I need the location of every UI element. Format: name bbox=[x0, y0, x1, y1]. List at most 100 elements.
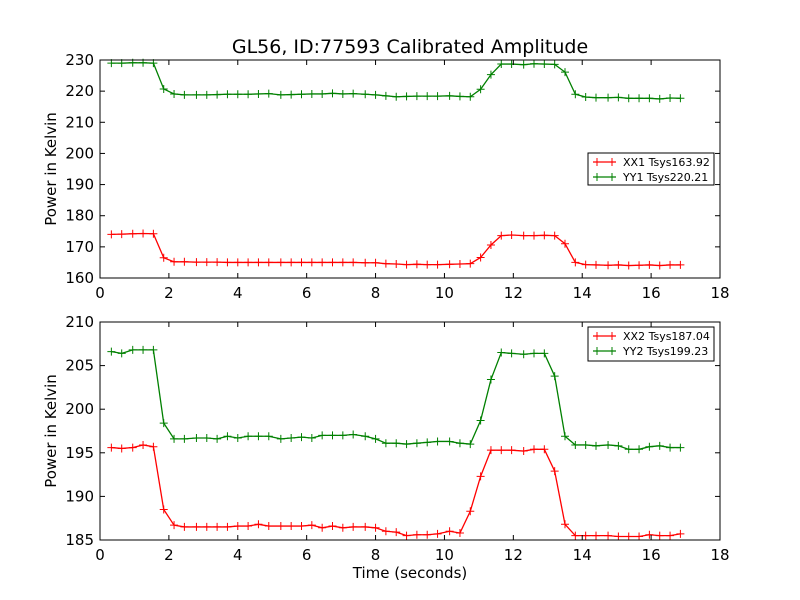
data-point bbox=[497, 231, 506, 240]
data-point bbox=[497, 446, 506, 455]
x-tick-label: 14 bbox=[573, 284, 592, 302]
data-point bbox=[666, 443, 675, 452]
chart-title: GL56, ID:77593 Calibrated Amplitude bbox=[232, 36, 588, 58]
data-point bbox=[445, 437, 454, 446]
data-point bbox=[645, 442, 654, 451]
data-point bbox=[550, 372, 559, 381]
x-tick-label: 8 bbox=[371, 546, 381, 564]
data-point bbox=[213, 90, 222, 99]
data-point bbox=[328, 258, 337, 267]
y-tick-label: 170 bbox=[65, 238, 94, 256]
data-point bbox=[254, 258, 263, 267]
data-point bbox=[149, 345, 158, 354]
data-point bbox=[540, 445, 549, 454]
data-point bbox=[571, 531, 580, 540]
data-point bbox=[328, 431, 337, 440]
data-point bbox=[349, 430, 358, 439]
data-point bbox=[497, 348, 506, 357]
data-point bbox=[655, 531, 664, 540]
data-point bbox=[244, 522, 253, 531]
data-point bbox=[561, 432, 569, 441]
data-point bbox=[433, 260, 442, 269]
data-point bbox=[624, 94, 633, 103]
legend-label: YY2 Tsys199.23 bbox=[622, 345, 708, 358]
data-point bbox=[202, 258, 211, 267]
y-tick-label: 180 bbox=[65, 207, 94, 225]
data-point bbox=[233, 258, 242, 267]
data-point bbox=[297, 258, 306, 267]
plot-frame bbox=[99, 59, 721, 279]
data-point bbox=[328, 522, 337, 531]
y-axis-label: Power in Kelvin bbox=[42, 112, 60, 226]
x-axis-label: Time (seconds) bbox=[352, 564, 468, 582]
data-point bbox=[128, 345, 137, 354]
x-tick-label: 0 bbox=[95, 546, 105, 564]
data-point bbox=[287, 258, 296, 267]
data-point bbox=[592, 260, 600, 269]
data-point bbox=[433, 529, 442, 538]
data-point bbox=[107, 347, 116, 356]
data-point bbox=[624, 532, 633, 541]
data-point bbox=[361, 522, 370, 531]
data-point bbox=[264, 432, 273, 441]
data-point bbox=[307, 433, 316, 442]
data-point bbox=[318, 523, 327, 532]
data-point bbox=[254, 89, 263, 98]
data-point bbox=[276, 434, 285, 443]
data-point bbox=[604, 440, 613, 449]
data-point bbox=[402, 260, 411, 269]
data-point bbox=[202, 522, 211, 531]
data-point bbox=[392, 528, 401, 537]
data-point bbox=[614, 260, 623, 269]
x-tick-label: 2 bbox=[164, 546, 174, 564]
data-point bbox=[476, 472, 485, 481]
data-point bbox=[645, 94, 654, 103]
data-point bbox=[213, 258, 222, 267]
data-point bbox=[264, 522, 273, 531]
data-point bbox=[486, 70, 495, 79]
data-point bbox=[486, 446, 495, 455]
data-point bbox=[254, 432, 263, 441]
data-point bbox=[540, 60, 549, 69]
data-point bbox=[666, 93, 675, 102]
data-point bbox=[149, 442, 158, 451]
data-point bbox=[202, 90, 211, 99]
data-point bbox=[180, 522, 189, 531]
data-point bbox=[192, 522, 201, 531]
x-tick-label: 18 bbox=[710, 546, 729, 564]
data-point bbox=[476, 253, 485, 262]
x-tick-label: 12 bbox=[504, 284, 523, 302]
legend-marker bbox=[593, 173, 601, 181]
data-point bbox=[180, 90, 189, 99]
data-point bbox=[507, 446, 516, 455]
data-point bbox=[624, 261, 633, 270]
data-point bbox=[128, 229, 137, 238]
data-point bbox=[361, 90, 370, 99]
data-point bbox=[361, 432, 370, 441]
data-point bbox=[561, 520, 569, 529]
data-point bbox=[466, 92, 475, 101]
data-point bbox=[581, 260, 590, 269]
data-point bbox=[159, 419, 168, 428]
legend-marker bbox=[593, 332, 601, 340]
bottom-plot: 0 2 4 6 8 10 12 14 16 18 185 190 195 200 205 210 Power i… bbox=[42, 313, 730, 564]
data-point bbox=[371, 434, 380, 443]
data-point bbox=[349, 89, 358, 98]
data-point bbox=[592, 93, 600, 102]
x-tick-label: 18 bbox=[710, 284, 729, 302]
x-tick-label: 16 bbox=[642, 284, 661, 302]
legend-marker bbox=[608, 332, 616, 340]
data-point bbox=[223, 258, 232, 267]
x-tick-label: 6 bbox=[302, 284, 312, 302]
data-point bbox=[139, 345, 148, 354]
x-tick-label: 0 bbox=[95, 284, 105, 302]
data-point bbox=[170, 257, 179, 266]
y-tick-label: 200 bbox=[65, 400, 94, 418]
data-point bbox=[571, 90, 580, 99]
y-tick-label: 190 bbox=[65, 176, 94, 194]
data-point bbox=[466, 507, 475, 516]
data-point bbox=[213, 434, 222, 443]
data-point bbox=[297, 90, 306, 99]
